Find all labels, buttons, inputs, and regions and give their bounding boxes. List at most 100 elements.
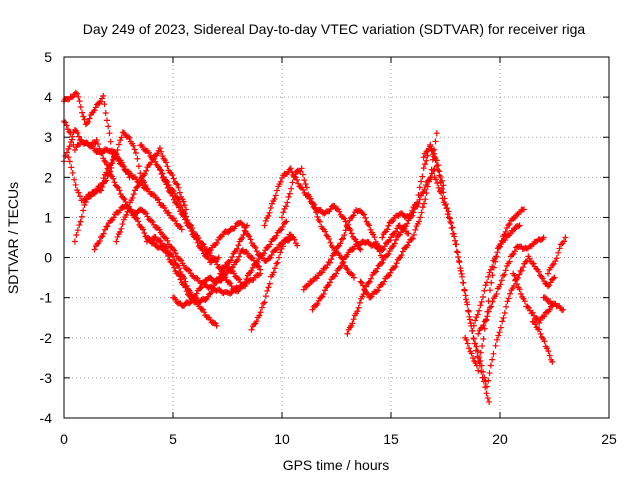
- series-s30: [540, 294, 567, 314]
- data-point: [284, 199, 291, 206]
- data-point: [281, 237, 288, 244]
- data-point: [477, 325, 484, 332]
- data-point: [497, 281, 504, 288]
- data-point: [537, 317, 544, 324]
- data-point: [357, 278, 364, 285]
- data-point: [149, 154, 156, 161]
- y-tick-label: -4: [40, 410, 53, 426]
- data-point: [156, 166, 163, 173]
- data-point: [75, 133, 82, 140]
- data-point: [243, 276, 250, 283]
- data-point: [216, 286, 223, 293]
- data-point: [71, 238, 78, 245]
- data-point: [330, 273, 337, 280]
- data-point: [487, 266, 494, 273]
- data-point: [507, 230, 514, 237]
- data-point: [97, 98, 104, 105]
- data-point: [289, 179, 296, 186]
- data-point: [468, 350, 475, 357]
- data-point: [497, 243, 503, 250]
- data-point: [170, 246, 176, 253]
- data-point: [277, 227, 284, 234]
- data-point: [484, 313, 491, 320]
- data-point: [163, 159, 170, 166]
- data-point: [529, 309, 536, 316]
- data-point: [516, 286, 523, 293]
- data-point: [530, 260, 537, 267]
- data-point: [158, 148, 165, 155]
- data-point: [489, 272, 496, 279]
- data-point: [309, 306, 316, 313]
- data-point: [65, 145, 72, 152]
- data-point: [115, 141, 122, 148]
- data-point: [295, 180, 302, 187]
- data-point: [72, 181, 79, 188]
- data-point: [496, 329, 503, 336]
- data-point: [62, 153, 69, 160]
- data-point: [509, 251, 516, 258]
- data-point: [371, 234, 378, 241]
- data-point: [480, 322, 487, 329]
- data-point: [270, 235, 277, 242]
- data-point: [422, 161, 429, 168]
- data-point: [211, 319, 218, 326]
- data-point: [440, 182, 447, 189]
- data-point: [433, 130, 440, 137]
- data-point: [76, 98, 83, 105]
- data-point: [240, 221, 247, 228]
- data-point: [436, 172, 443, 179]
- series-s17: [300, 207, 386, 293]
- data-point: [542, 309, 549, 316]
- data-point: [152, 158, 159, 165]
- data-point: [248, 254, 255, 261]
- data-point: [350, 274, 357, 281]
- data-point: [418, 178, 425, 185]
- data-point: [493, 253, 500, 260]
- data-point: [178, 203, 185, 210]
- data-point: [103, 177, 110, 184]
- data-point: [100, 92, 107, 99]
- data-point: [266, 255, 273, 262]
- data-point: [485, 377, 492, 384]
- data-point: [161, 204, 168, 211]
- data-point: [242, 279, 249, 286]
- data-point: [125, 203, 132, 210]
- data-point: [275, 254, 282, 261]
- data-point: [79, 109, 86, 116]
- data-point: [82, 199, 89, 206]
- series-s10: [156, 166, 251, 272]
- data-point: [435, 162, 442, 169]
- data-point: [560, 238, 567, 245]
- data-point: [174, 181, 181, 188]
- data-point: [178, 226, 185, 233]
- data-point: [117, 229, 124, 236]
- data-point: [214, 261, 221, 268]
- data-point: [159, 170, 166, 177]
- data-point: [144, 213, 151, 220]
- data-point: [479, 368, 486, 375]
- data-point: [482, 282, 489, 289]
- data-point: [74, 227, 81, 234]
- data-point: [74, 129, 81, 136]
- data-point: [208, 288, 215, 295]
- data-point: [290, 173, 297, 180]
- data-point: [80, 207, 87, 214]
- data-point: [486, 398, 493, 405]
- data-point: [149, 191, 156, 198]
- y-tick-label: 1: [44, 209, 52, 225]
- data-point: [117, 191, 124, 197]
- data-point: [462, 296, 469, 303]
- data-point: [239, 234, 246, 241]
- data-point: [255, 256, 262, 263]
- data-point: [102, 110, 109, 117]
- data-point: [447, 218, 454, 225]
- y-tick-label: 2: [44, 169, 52, 185]
- data-point: [158, 167, 165, 174]
- data-point: [285, 234, 292, 241]
- data-point: [521, 298, 528, 305]
- data-point: [544, 345, 551, 352]
- data-point: [303, 184, 310, 191]
- data-point: [265, 212, 272, 219]
- series-s25: [470, 222, 523, 329]
- data-point: [63, 149, 70, 156]
